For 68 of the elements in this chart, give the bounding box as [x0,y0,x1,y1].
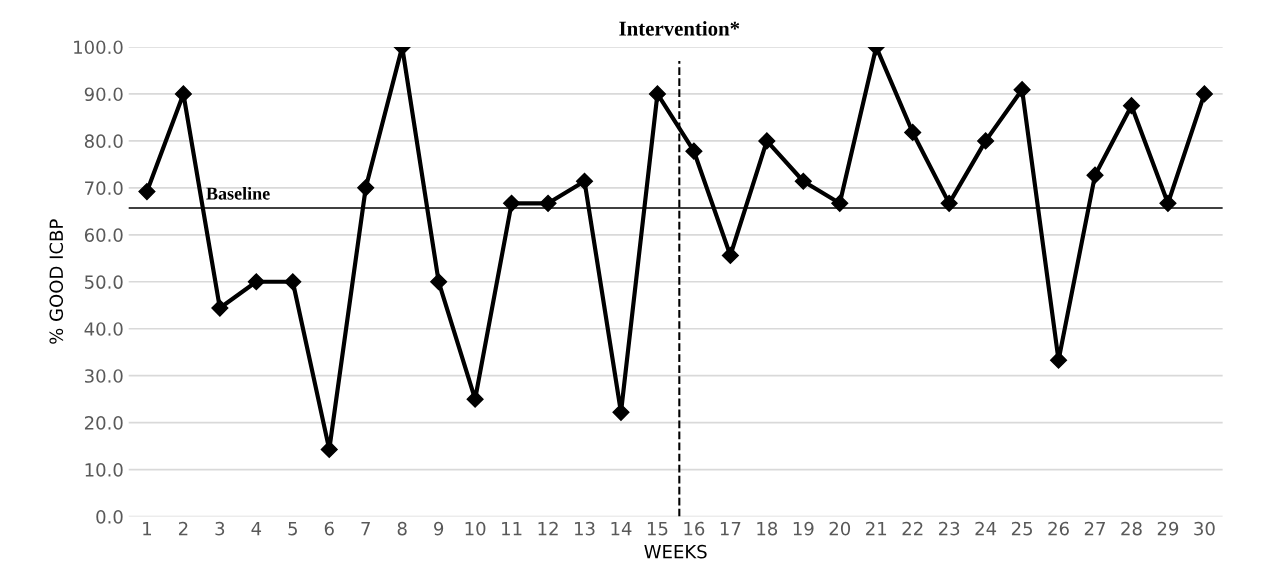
x-tick-label: 8 [397,521,407,536]
point [430,273,448,291]
point [357,179,375,197]
y-tick-label: 0.0 [96,510,123,524]
x-tick-label: 3 [215,521,225,536]
point [940,194,958,212]
point [1195,85,1213,103]
ref-line-label: Baseline [206,186,270,200]
point [794,172,812,190]
point [1086,166,1104,184]
point [1159,194,1177,212]
y-tick-label: 70.0 [85,181,123,195]
point [831,194,849,212]
point [575,172,594,190]
x-tick-label: 23 [939,521,960,536]
x-tick-label: 1 [143,521,152,536]
point [721,246,739,265]
point [284,273,302,291]
ref-line-label: Intervention* [619,21,740,36]
point [211,299,229,317]
x-tick-label: 30 [1194,521,1215,536]
point [758,132,776,150]
x-tick-label: 5 [288,521,297,536]
y-tick-label: 50.0 [85,275,123,289]
x-tick-label: 16 [684,521,705,536]
point [1122,97,1141,115]
point [648,85,666,103]
x-tick-label: 29 [1157,521,1179,536]
x-tick-label: 13 [575,521,595,536]
x-tick-label: 19 [793,521,814,536]
y-tick-label: 60.0 [84,228,123,242]
x-tick-label: 28 [1121,521,1142,536]
y-tick-label: 40.0 [84,322,123,336]
x-tick-label: 9 [434,521,444,536]
point [503,194,521,212]
y-tick-label: 80.0 [84,134,123,148]
x-tick-label: 27 [1084,521,1105,536]
y-tick-label: 30.0 [85,369,123,383]
point [977,132,995,150]
x-tick-label: 4 [251,521,262,536]
x-tick-label: 15 [647,521,668,536]
point [539,194,557,212]
x-tick-label: 10 [465,521,486,536]
y-tick-label: 90.0 [84,87,123,102]
y-tick-label: 100.0 [74,40,123,55]
x-tick-label: 18 [757,521,778,536]
y-tick-label: 10.0 [85,463,123,477]
x-tick-label: 2 [178,521,188,536]
x-tick-label: 17 [720,521,741,536]
x-tick-label: 21 [866,521,887,536]
x-tick-label: 22 [902,521,923,536]
point [904,123,922,141]
x-axis-title: WEEKS [644,544,707,559]
point [247,273,265,291]
point [138,183,156,201]
point [1013,81,1031,99]
y-tick-label: 20.0 [84,416,123,430]
x-tick-label: 11 [502,521,522,536]
x-tick-label: 20 [829,521,851,536]
x-tick-label: 24 [975,521,997,536]
x-tick-label: 26 [1048,521,1069,536]
point [685,142,703,160]
x-tick-label: 14 [611,521,632,536]
y-axis-title: % GOOD ICBP [49,219,64,344]
x-tick-label: 6 [324,521,334,536]
x-tick-label: 7 [361,521,370,536]
x-tick-label: 12 [538,521,558,536]
x-tick-label: 25 [1011,521,1032,536]
